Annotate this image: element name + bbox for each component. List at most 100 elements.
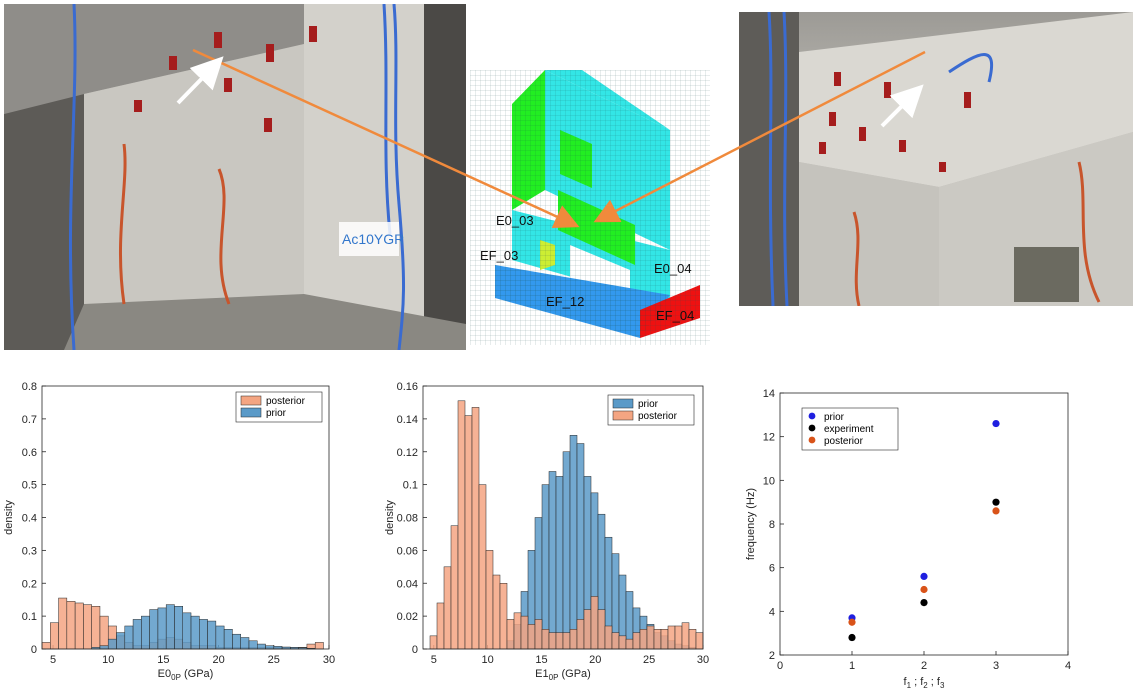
histogram-bar-posterior: [471, 407, 480, 650]
y-tick-label: 0.7: [22, 414, 37, 426]
histogram-bar-posterior: [604, 625, 613, 650]
histogram-bar-prior: [174, 606, 183, 650]
histogram-e1-chart: 5 10 15 20 25 30 0 0.02 0.04 0.06 0.08 0.1 0.12 0.14 0…: [384, 381, 709, 682]
y-tick-label: 4: [769, 606, 775, 618]
x-tick-label: 5: [50, 654, 56, 666]
histogram-bar-posterior: [569, 629, 578, 650]
y-tick-label: 10: [763, 475, 775, 487]
histogram-bar-posterior: [83, 604, 92, 650]
legend-label-prior: prior: [824, 412, 845, 423]
y-tick-label: 0.02: [397, 611, 418, 623]
scatter-point-experiment: [992, 498, 1000, 506]
histogram-bar-posterior: [436, 602, 445, 650]
y-tick-label: 0.16: [397, 381, 418, 393]
histogram-bar-posterior: [667, 625, 676, 650]
legend-label-prior: prior: [638, 399, 659, 410]
fe-model: E0_03 EF_03 E0_04 EF_12 EF_04: [470, 70, 710, 345]
x-tick-label: 30: [697, 654, 709, 666]
histogram-bar-posterior: [639, 629, 648, 650]
left-specimen-photo: Ac10YGR: [4, 4, 466, 350]
y-axis-label: density: [384, 500, 396, 535]
scatter-point-experiment: [848, 633, 856, 642]
histogram-bar-posterior: [534, 619, 543, 650]
legend-swatch-prior: [240, 407, 262, 418]
histogram-bar-posterior: [695, 632, 704, 650]
x-axis-label: E10P (GPa): [535, 668, 591, 682]
histogram-bar-prior: [124, 625, 134, 650]
histogram-bar-prior: [248, 640, 258, 650]
histogram-bar-posterior: [625, 638, 634, 650]
histogram-bar-prior: [207, 620, 217, 650]
fe-label-e0-03: E0_03: [496, 213, 534, 228]
legend-label-experiment: experiment: [824, 424, 874, 435]
x-tick-label: 20: [212, 654, 224, 666]
histogram-bar-posterior: [429, 635, 438, 650]
y-tick-label: 0.2: [22, 578, 37, 590]
scatter-point-experiment: [920, 599, 928, 607]
x-tick-label: 10: [481, 654, 493, 666]
legend-label-posterior: posterior: [266, 396, 306, 407]
y-tick-label: 0.3: [22, 545, 37, 557]
histogram-bar-posterior: [583, 609, 592, 650]
histogram-bar-posterior: [527, 624, 536, 650]
histogram-bar-posterior: [91, 606, 101, 650]
histogram-bar-posterior: [590, 596, 599, 650]
x-tick-label: 3: [993, 660, 999, 672]
histogram-bar-prior: [240, 637, 250, 650]
histogram-bar-posterior: [450, 525, 459, 650]
left-sign-text: Ac10YGR: [342, 231, 404, 247]
histogram-bar-prior: [190, 615, 200, 650]
y-tick-label: 0.04: [397, 578, 418, 590]
scatter-point-posterior: [920, 585, 928, 594]
histogram-bar-prior: [562, 451, 571, 650]
x-tick-label: 2: [921, 660, 927, 672]
histogram-bar-posterior: [520, 615, 529, 650]
y-tick-label: 0: [31, 644, 37, 656]
histogram-bar-prior: [223, 629, 233, 650]
legend-marker-prior: [808, 412, 816, 420]
fe-label-e0-04: E0_04: [654, 261, 692, 276]
histogram-e1-panel: 5 10 15 20 25 30 0 0.02 0.04 0.06 0.08 0.1 0.12 0.14 0…: [365, 378, 715, 688]
plot-frame: [41, 385, 330, 650]
x-tick-label: 15: [535, 654, 547, 666]
histogram-bar-posterior: [674, 625, 683, 650]
x-axis-label: f1 ; f2 ; f3: [904, 676, 945, 690]
y-tick-label: 0.14: [397, 414, 418, 426]
histogram-bar-prior: [215, 625, 225, 650]
histogram-bar-posterior: [41, 642, 51, 650]
x-tick-label: 4: [1065, 660, 1071, 672]
histogram-bar-prior: [257, 643, 266, 650]
y-tick-label: 0.1: [22, 611, 37, 623]
histogram-bar-prior: [165, 604, 175, 650]
legend-label-prior: prior: [266, 408, 287, 419]
histogram-bar-prior: [576, 443, 585, 650]
histogram-bar-posterior: [597, 609, 606, 650]
histogram-bar-posterior: [99, 615, 109, 650]
y-tick-label: 0.6: [22, 447, 37, 459]
x-tick-label: 15: [157, 654, 169, 666]
fe-label-ef-04: EF_04: [656, 308, 694, 323]
histogram-bar-posterior: [681, 622, 690, 650]
x-tick-label: 10: [102, 654, 114, 666]
histogram-bar-prior: [141, 615, 150, 650]
histogram-bar-posterior: [541, 629, 550, 650]
y-tick-label: 0.1: [403, 480, 418, 492]
y-tick-label: 0.8: [22, 381, 37, 393]
histogram-bar-posterior: [632, 632, 641, 650]
histogram-bar-posterior: [513, 612, 522, 650]
fe-label-ef-12: EF_12: [546, 294, 584, 309]
histogram-bar-posterior: [611, 632, 620, 650]
histogram-bar-prior: [99, 645, 109, 650]
y-tick-label: 0.4: [22, 513, 37, 525]
histogram-bar-posterior: [314, 642, 324, 650]
x-tick-label: 25: [268, 654, 280, 666]
y-tick-label: 14: [763, 388, 775, 400]
x-axis-label: E00P (GPa): [158, 668, 214, 682]
histogram-bar-posterior: [50, 622, 59, 650]
histogram-bar-posterior: [653, 629, 662, 650]
scatter-point-prior: [992, 419, 1000, 428]
x-tick-label: 5: [431, 654, 437, 666]
plot-frame: [779, 392, 1069, 656]
histogram-bar-prior: [265, 645, 275, 650]
